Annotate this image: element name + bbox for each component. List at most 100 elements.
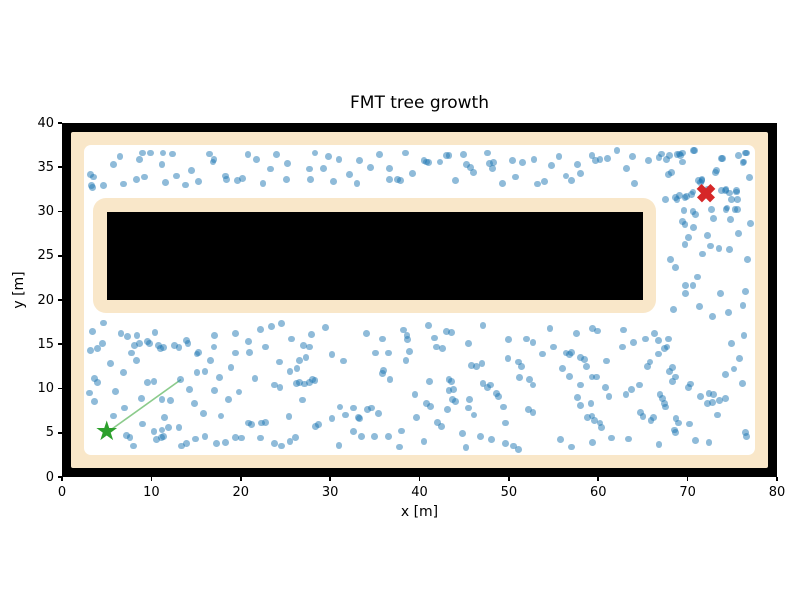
sample-point	[450, 385, 457, 393]
sample-point	[470, 411, 478, 419]
sample-point	[169, 150, 177, 158]
sample-point	[529, 339, 537, 346]
sample-point	[291, 433, 299, 441]
sample-point	[530, 155, 538, 163]
sample-point	[517, 362, 525, 370]
sample-point	[306, 378, 313, 386]
sample-point	[262, 418, 270, 426]
sample-point	[705, 439, 713, 446]
sample-point	[244, 151, 252, 159]
sample-point	[257, 434, 264, 442]
x-tick-label: 60	[589, 485, 607, 500]
sample-point	[404, 336, 412, 344]
sample-point	[420, 438, 428, 445]
sample-point	[465, 339, 473, 347]
sample-point	[635, 381, 643, 389]
sample-point	[122, 432, 130, 439]
sample-point	[668, 169, 675, 176]
sample-point	[568, 177, 575, 184]
sample-point	[425, 159, 432, 167]
sample-point	[671, 373, 679, 381]
sample-point	[742, 429, 750, 437]
sample-point	[439, 345, 447, 353]
sample-point	[436, 158, 444, 166]
sample-point	[546, 324, 554, 332]
sample-point	[584, 414, 591, 422]
sample-point	[330, 178, 338, 185]
sample-point	[716, 397, 724, 405]
sample-point	[627, 385, 635, 393]
sample-point	[559, 364, 566, 372]
sample-point	[466, 395, 473, 403]
sample-point	[406, 347, 414, 355]
sample-point	[644, 156, 652, 164]
sample-point	[286, 438, 294, 445]
sample-point	[515, 358, 523, 366]
sample-point	[324, 153, 332, 161]
sample-point	[201, 368, 209, 376]
sample-point	[686, 380, 694, 388]
sample-point	[642, 335, 650, 343]
sample-point	[94, 378, 102, 386]
sample-point	[673, 195, 681, 203]
sample-point	[393, 176, 401, 184]
sample-point	[618, 343, 626, 351]
sample-point	[139, 420, 146, 428]
sample-point	[469, 169, 477, 176]
sample-point	[576, 170, 584, 177]
sample-point	[116, 153, 124, 161]
sample-point	[484, 149, 491, 157]
sample-point	[678, 217, 686, 225]
x-tick-mark	[597, 477, 600, 481]
sample-point	[89, 173, 97, 181]
sample-point	[90, 398, 98, 406]
sample-point	[710, 215, 717, 222]
sample-point	[423, 400, 431, 407]
sample-point	[171, 341, 178, 349]
sample-point	[164, 424, 172, 431]
sample-point	[160, 432, 168, 440]
sample-point	[191, 435, 199, 443]
sample-point	[138, 394, 145, 402]
sample-point	[619, 326, 627, 334]
sample-point	[426, 402, 434, 410]
y-tick-mark	[58, 476, 62, 478]
y-tick-mark	[58, 210, 62, 213]
x-tick-label: 10	[143, 485, 160, 500]
sample-point	[669, 363, 676, 371]
sample-point	[593, 373, 600, 381]
sample-point	[605, 393, 613, 400]
sample-point	[686, 420, 693, 428]
sample-point	[438, 423, 446, 430]
sample-point	[562, 172, 570, 180]
sample-point	[136, 155, 144, 163]
sample-point	[658, 150, 666, 158]
sample-point	[682, 290, 690, 298]
sample-point	[511, 173, 519, 181]
x-axis-label: x [m]	[400, 504, 439, 520]
sample-point	[285, 413, 293, 421]
sample-point	[112, 387, 120, 395]
sample-point	[526, 376, 533, 384]
sample-point	[206, 150, 213, 158]
sample-point	[384, 349, 392, 357]
sample-point	[299, 396, 306, 404]
sample-point	[696, 393, 704, 400]
sample-point	[654, 337, 662, 345]
sample-point	[623, 164, 631, 172]
sample-point	[695, 302, 703, 310]
sample-point	[155, 341, 162, 349]
sample-point	[239, 175, 246, 183]
sample-point	[523, 335, 531, 343]
sample-point	[386, 376, 394, 384]
sample-point	[592, 156, 599, 164]
sample-point	[459, 430, 466, 438]
sample-point	[646, 358, 654, 366]
sample-point	[669, 306, 677, 314]
sample-point	[133, 332, 141, 339]
sample-point	[433, 418, 441, 426]
sample-point	[629, 339, 637, 346]
sample-point	[718, 186, 725, 194]
sample-point	[222, 439, 229, 446]
sample-point	[465, 404, 473, 412]
